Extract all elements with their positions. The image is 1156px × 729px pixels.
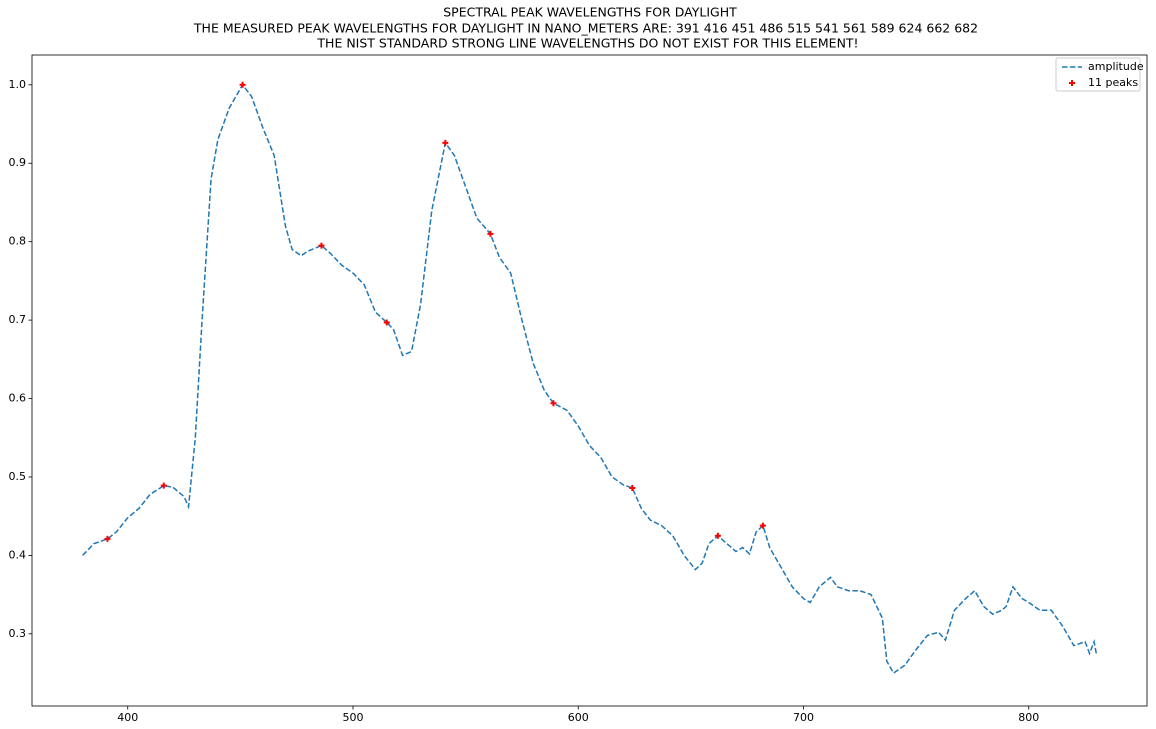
legend-marker <box>1069 80 1075 86</box>
y-tick-label: 0.9 <box>9 156 27 169</box>
peak-marker <box>318 242 325 249</box>
y-tick-label: 0.5 <box>9 470 27 483</box>
legend-box <box>1055 57 1141 92</box>
chart-title: SPECTRAL PEAK WAVELENGTHS FOR DAYLIGHT <box>443 5 737 20</box>
peak-marker <box>759 522 766 529</box>
legend-label: amplitude <box>1088 60 1144 73</box>
y-tick-label: 0.8 <box>9 235 27 248</box>
y-tick-label: 0.6 <box>9 392 27 405</box>
peak-marker <box>487 230 494 237</box>
legend-label: 11 peaks <box>1088 76 1138 89</box>
peak-marker <box>442 139 449 146</box>
x-tick-label: 600 <box>568 711 589 724</box>
x-tick-label: 400 <box>117 711 138 724</box>
chart-subtitle: THE MEASURED PEAK WAVELENGTHS FOR DAYLIG… <box>193 21 978 36</box>
x-tick-label: 700 <box>793 711 814 724</box>
peak-marker <box>550 400 557 407</box>
peak-marker <box>383 319 390 326</box>
y-tick-label: 0.7 <box>9 313 27 326</box>
x-tick-label: 800 <box>1018 711 1039 724</box>
peak-marker <box>714 532 721 539</box>
y-tick-label: 0.3 <box>9 627 27 640</box>
x-tick-label: 500 <box>342 711 363 724</box>
peak-marker <box>160 482 167 489</box>
chart-note: THE NIST STANDARD STRONG LINE WAVELENGTH… <box>316 36 858 51</box>
plot-frame <box>31 54 1148 707</box>
peak-marker <box>104 535 111 542</box>
y-tick-label: 1.0 <box>9 78 27 91</box>
peak-marker <box>239 81 246 88</box>
y-tick-label: 0.4 <box>9 548 27 561</box>
peak-marker <box>629 484 636 491</box>
